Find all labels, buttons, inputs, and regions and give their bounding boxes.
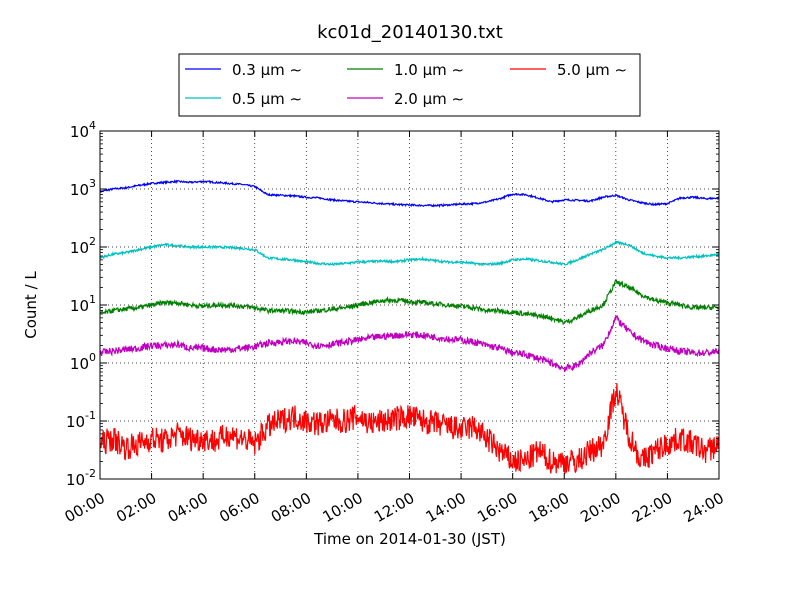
y-tick-exponent: 3 (89, 177, 96, 190)
y-tick-exponent: 1 (89, 293, 96, 306)
y-axis-label: Count / L (22, 271, 40, 339)
legend-box (178, 53, 641, 117)
y-tick-label: 101 (70, 293, 96, 315)
x-axis-label: Time on 2014-01-30 (JST) (313, 530, 506, 548)
y-tick-label: 102 (70, 235, 96, 257)
y-tick-exponent: 0 (89, 351, 96, 364)
series-line (99, 179, 720, 208)
legend: 0.3 μm ∼ 1.0 μm ∼ 5.0 μm ∼ 0.5 μm ∼ 2.0 μm ∼ (178, 53, 641, 117)
y-tick-exponent: 4 (89, 119, 96, 132)
y-tick-base: 10 (70, 123, 89, 141)
y-tick-exponent: 2 (89, 235, 96, 248)
legend-label: 2.0 μm ∼ (394, 90, 464, 108)
series-line (99, 279, 720, 326)
y-tick-base: 10 (70, 181, 89, 199)
y-tick-base: 10 (70, 297, 89, 315)
y-tick-label: 103 (70, 177, 96, 199)
chart-title: kc01d_20140130.txt (317, 22, 503, 43)
y-tick-label: 104 (70, 119, 96, 141)
ticks (99, 130, 720, 480)
y-tick-exponent: -1 (85, 409, 96, 422)
series-line (99, 315, 720, 372)
y-tick-exponent: -2 (85, 467, 96, 480)
y-tick-base: 10 (66, 413, 85, 431)
y-tick-label: 10-1 (66, 409, 96, 431)
y-tick-label: 10-2 (66, 467, 96, 489)
y-tick-base: 10 (66, 471, 85, 489)
legend-label: 0.5 μm ∼ (232, 90, 302, 108)
series-line (99, 239, 720, 267)
legend-label: 1.0 μm ∼ (394, 61, 464, 79)
legend-label: 0.3 μm ∼ (232, 61, 302, 79)
y-tick-label: 100 (70, 351, 96, 373)
series-line (99, 383, 720, 475)
series-lines (99, 179, 720, 475)
legend-label: 5.0 μm ∼ (557, 61, 627, 79)
y-tick-base: 10 (70, 239, 89, 257)
y-tick-base: 10 (70, 355, 89, 373)
